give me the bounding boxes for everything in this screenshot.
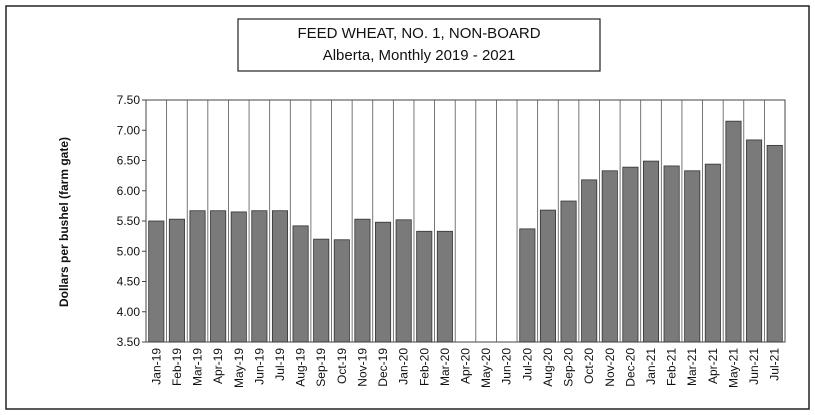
x-tick-label: Feb-20 [417, 348, 431, 386]
y-axis-label: Dollars per bushel (farm gate) [57, 137, 71, 307]
x-tick-label: Nov-20 [603, 348, 617, 387]
x-tick-label: Apr-19 [211, 348, 225, 384]
x-tick-label: Jun-19 [252, 348, 266, 385]
bar [189, 210, 206, 343]
bar [375, 221, 392, 343]
x-tick-label: Apr-21 [706, 348, 720, 384]
x-tick-label: Mar-21 [685, 348, 699, 386]
x-tick-label: Jun-20 [500, 348, 514, 385]
bar [746, 139, 763, 343]
bar [766, 144, 783, 343]
chart-border [5, 5, 810, 410]
bar [642, 160, 660, 343]
bar [148, 220, 165, 343]
x-tick-label: Feb-21 [665, 348, 679, 386]
bar [333, 239, 350, 343]
x-tick-label: Jan-20 [397, 348, 411, 385]
x-tick-label: Sep-19 [314, 348, 328, 387]
y-tick-label: 7.50 [117, 93, 141, 107]
y-tick-label: 7.00 [117, 123, 141, 137]
x-tick-label: Mar-19 [191, 348, 205, 386]
bar [210, 210, 227, 343]
x-tick-label: Feb-19 [170, 348, 184, 386]
bar [725, 120, 742, 343]
bar [663, 165, 680, 343]
y-tick-label: 5.00 [117, 244, 141, 258]
y-tick-label: 6.00 [117, 184, 141, 198]
x-tick-label: Jan-21 [644, 348, 658, 385]
bar [230, 211, 247, 343]
x-tick-label: Aug-19 [294, 348, 308, 387]
title-box [237, 18, 601, 72]
bar [601, 170, 618, 343]
bar [251, 210, 268, 343]
x-tick-label: Apr-20 [459, 348, 473, 384]
bar [395, 219, 412, 343]
x-tick-label: Oct-19 [335, 348, 349, 384]
x-tick-label: Aug-20 [541, 348, 555, 387]
bar [436, 230, 453, 343]
x-tick-label: May-19 [232, 348, 246, 388]
x-tick-label: Jul-20 [520, 348, 534, 381]
x-tick-label: Nov-19 [355, 348, 369, 387]
bar [539, 209, 556, 343]
x-tick-label: Jul-21 [768, 348, 782, 381]
x-tick-label: May-21 [726, 348, 740, 388]
y-tick-label: 3.50 [117, 335, 141, 349]
y-tick-label: 6.50 [117, 154, 141, 168]
x-tick-label: Oct-20 [582, 348, 596, 384]
bar [416, 230, 433, 343]
x-tick-label: Jun-21 [747, 348, 761, 385]
y-tick-label: 4.00 [117, 305, 141, 319]
x-tick-label: Dec-20 [623, 348, 637, 387]
bar [622, 166, 639, 343]
bar [313, 238, 330, 343]
x-tick-label: Jan-19 [149, 348, 163, 385]
x-tick-label: Jul-19 [273, 348, 287, 381]
bar [581, 179, 598, 343]
x-tick-label: Dec-19 [376, 348, 390, 387]
bar [292, 225, 309, 343]
bar [168, 218, 185, 343]
bar [560, 200, 577, 343]
x-tick-label: May-20 [479, 348, 493, 388]
bar [271, 210, 289, 343]
x-tick-label: Sep-20 [562, 348, 576, 387]
y-tick-label: 4.50 [117, 275, 141, 289]
bar [684, 170, 701, 343]
x-tick-label: Mar-20 [438, 348, 452, 386]
bar [519, 228, 536, 343]
chart-title: FEED WHEAT, NO. 1, NON-BOARD [297, 25, 540, 42]
bar [704, 163, 721, 343]
y-tick-label: 5.50 [117, 214, 141, 228]
chart-subtitle: Alberta, Monthly 2019 - 2021 [323, 47, 516, 64]
bar [354, 218, 371, 343]
